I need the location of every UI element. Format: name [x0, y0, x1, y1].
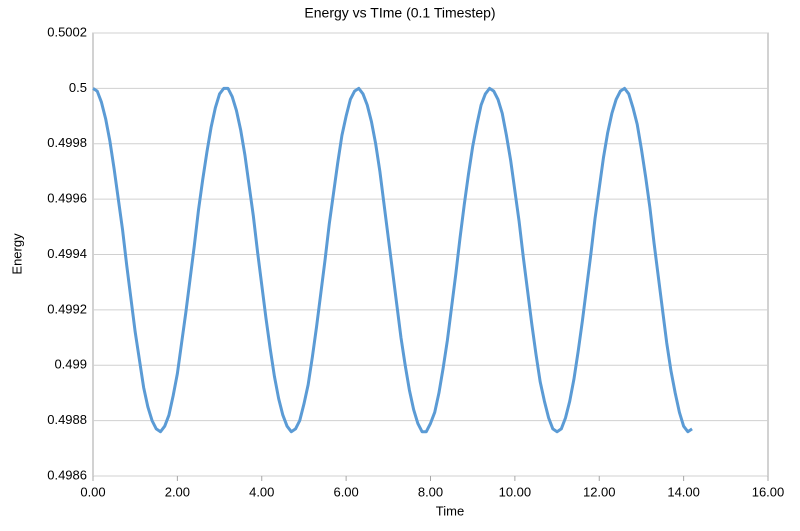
y-tick-label: 0.4986 — [47, 467, 87, 482]
x-tick-label: 12.00 — [583, 484, 616, 499]
y-tick-label: 0.5002 — [47, 24, 87, 39]
y-tick-label: 0.499 — [54, 357, 87, 372]
y-tick-label: 0.4996 — [47, 191, 87, 206]
chart-title: Energy vs TIme (0.1 Timestep) — [304, 5, 495, 21]
y-axis-label: Energy — [9, 233, 24, 275]
y-tick-label: 0.4988 — [47, 412, 87, 427]
x-axis-label: Time — [436, 503, 464, 518]
y-tick-label: 0.5 — [69, 80, 87, 95]
x-tick-label: 2.00 — [165, 484, 190, 499]
data-line — [92, 86, 693, 434]
x-tick-label: 0.00 — [80, 484, 105, 499]
y-tick-label: 0.4998 — [47, 135, 87, 150]
x-tick-label: 8.00 — [418, 484, 443, 499]
x-tick-label: 4.00 — [249, 484, 274, 499]
x-tick-label: 16.00 — [752, 484, 785, 499]
x-tick-label: 14.00 — [667, 484, 700, 499]
y-tick-label: 0.4992 — [47, 301, 87, 316]
x-tick-label: 6.00 — [333, 484, 358, 499]
y-tick-label: 0.4994 — [47, 246, 87, 261]
x-tick-label: 10.00 — [499, 484, 532, 499]
